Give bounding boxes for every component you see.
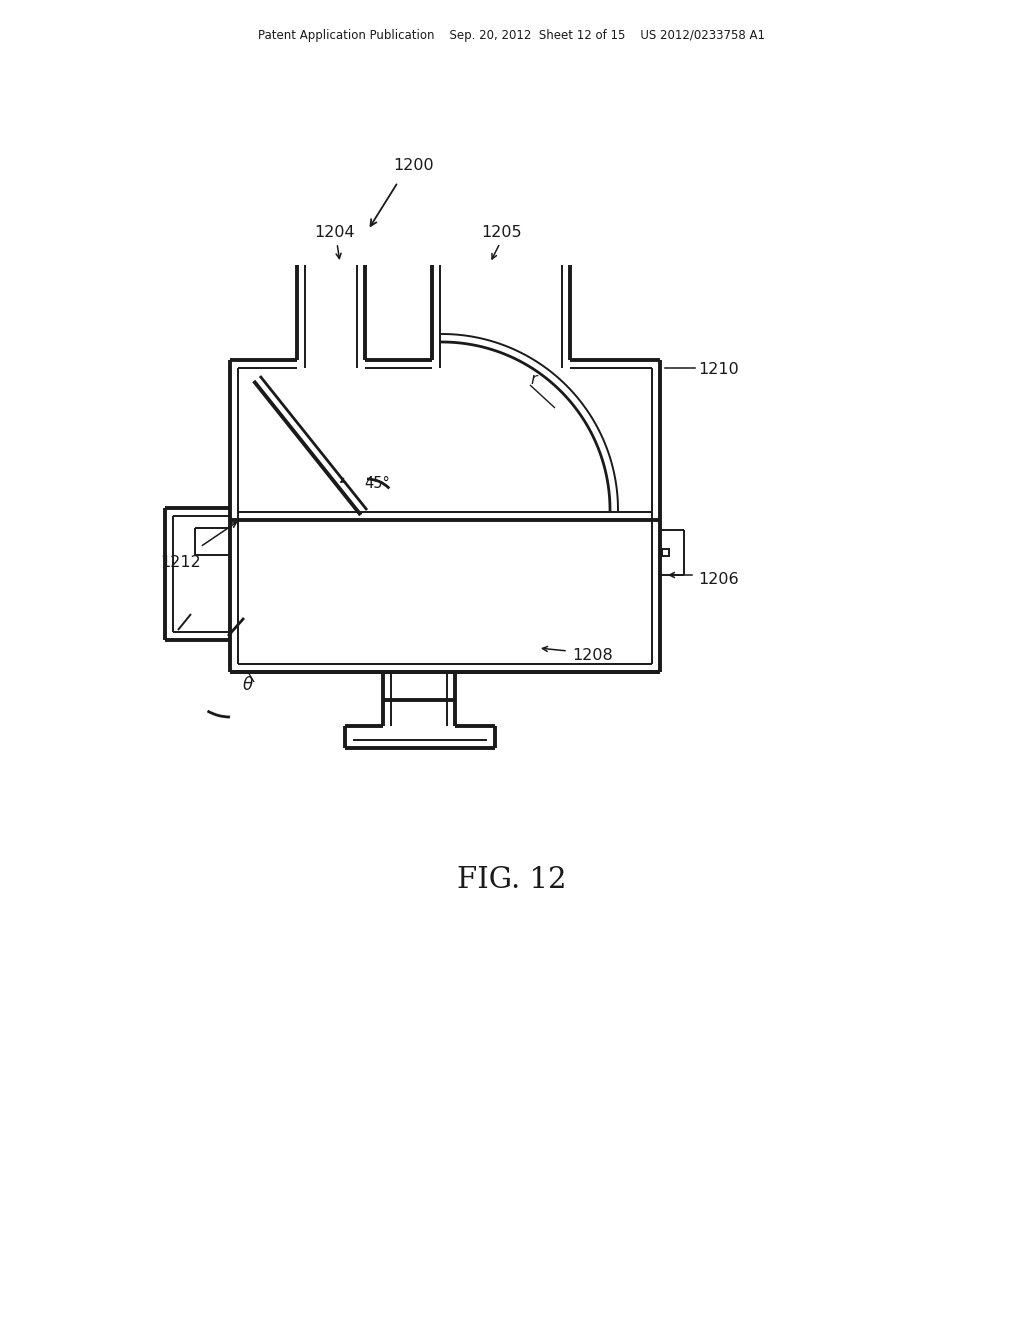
Text: 1200: 1200: [393, 158, 433, 173]
Text: 1205: 1205: [481, 224, 522, 240]
Text: 45°: 45°: [364, 477, 390, 491]
Text: r: r: [530, 372, 537, 388]
Text: 1208: 1208: [572, 648, 612, 663]
Bar: [662, 549, 669, 556]
Text: 1212: 1212: [160, 554, 201, 570]
Text: 1210: 1210: [698, 363, 738, 378]
Text: 1206: 1206: [698, 573, 738, 587]
Text: θ: θ: [243, 676, 253, 694]
Text: FIG. 12: FIG. 12: [458, 866, 566, 894]
Text: Patent Application Publication    Sep. 20, 2012  Sheet 12 of 15    US 2012/02337: Patent Application Publication Sep. 20, …: [258, 29, 766, 41]
Text: 1204: 1204: [314, 224, 355, 240]
